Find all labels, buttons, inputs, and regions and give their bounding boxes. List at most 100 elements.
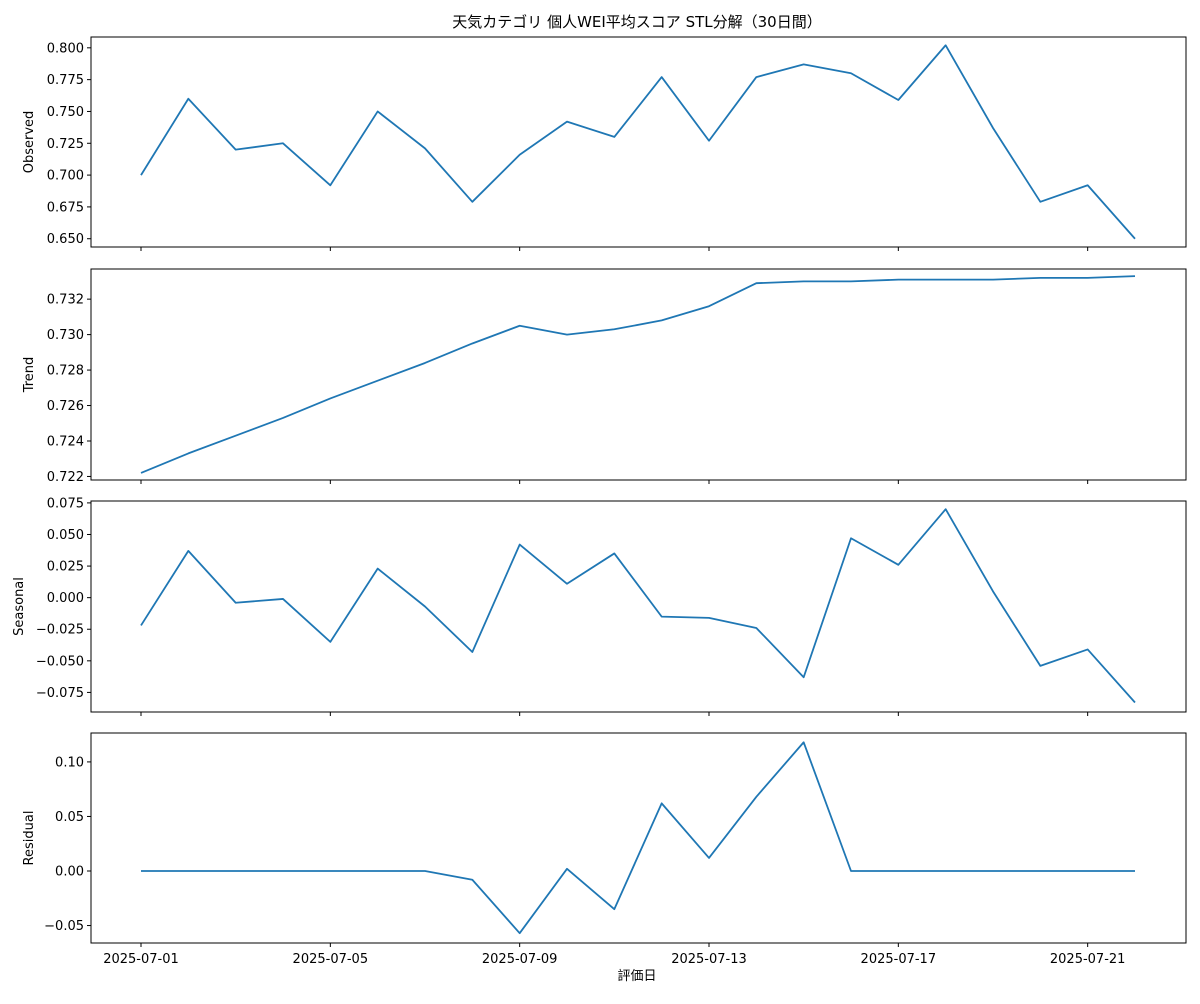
- data-point: [186, 451, 191, 456]
- y-tick-label: 0.775: [47, 73, 84, 88]
- data-point: [328, 639, 333, 644]
- data-point: [1133, 869, 1138, 874]
- y-tick-label: −0.025: [36, 623, 84, 638]
- data-point: [801, 740, 806, 745]
- data-point: [233, 433, 238, 438]
- data-point: [470, 877, 475, 882]
- data-point: [233, 600, 238, 605]
- panel-frame: [90, 36, 1187, 248]
- data-point: [186, 96, 191, 101]
- data-point: [328, 183, 333, 188]
- y-tick-label: 0.05: [55, 810, 84, 825]
- data-point: [612, 134, 617, 139]
- series-line-observed: [140, 44, 1136, 240]
- data-point: [896, 869, 901, 874]
- y-tick-label: 0.800: [47, 41, 84, 56]
- data-point: [1038, 869, 1043, 874]
- data-point: [565, 581, 570, 586]
- panel-residual: −0.05 0.00 0.05 0.10 Residual 2025-07-01 2025-…: [22, 732, 1187, 967]
- data-point: [707, 304, 712, 309]
- data-point: [943, 869, 948, 874]
- y-tick-label: 0.00: [55, 865, 84, 880]
- data-point: [1085, 647, 1090, 652]
- data-point: [896, 277, 901, 282]
- data-point: [659, 318, 664, 323]
- data-point: [659, 75, 664, 80]
- data-point: [281, 415, 286, 420]
- data-point: [754, 794, 759, 799]
- y-axis-title: Residual: [22, 811, 37, 866]
- y-tick-label: 0.730: [47, 328, 84, 343]
- data-point: [423, 146, 428, 151]
- data-point: [1038, 663, 1043, 668]
- data-point: [139, 173, 144, 178]
- y-tick-label: −0.050: [36, 654, 84, 669]
- panel-trend: 0.722 0.724 0.726 0.728 0.730 0.732 Trend: [22, 268, 1187, 485]
- y-tick-label: 0.726: [47, 399, 84, 414]
- x-tick-label: 2025-07-09: [482, 952, 558, 967]
- data-point: [849, 869, 854, 874]
- data-point: [233, 869, 238, 874]
- data-point: [991, 126, 996, 131]
- data-point: [470, 199, 475, 204]
- data-point: [423, 869, 428, 874]
- data-point: [517, 931, 522, 936]
- data-point: [659, 614, 664, 619]
- data-point: [186, 548, 191, 553]
- data-point: [707, 615, 712, 620]
- data-point: [423, 604, 428, 609]
- data-point: [991, 277, 996, 282]
- data-point: [139, 623, 144, 628]
- y-axis-title: Seasonal: [12, 577, 27, 636]
- data-point: [328, 396, 333, 401]
- y-tick-label: 0.722: [47, 470, 84, 485]
- data-point: [375, 109, 380, 114]
- data-point: [612, 327, 617, 332]
- y-tick-label: 0.025: [47, 560, 84, 575]
- data-point: [991, 589, 996, 594]
- data-point: [233, 147, 238, 152]
- data-point: [801, 62, 806, 67]
- data-point: [375, 566, 380, 571]
- data-point: [612, 551, 617, 556]
- x-axis-title: 評価日: [617, 969, 656, 984]
- data-point: [896, 562, 901, 567]
- x-tick-label: 2025-07-13: [671, 952, 747, 967]
- data-point: [707, 855, 712, 860]
- data-point: [281, 596, 286, 601]
- series-line-trend: [140, 275, 1136, 474]
- y-tick-label: 0.650: [47, 232, 84, 247]
- data-point: [612, 907, 617, 912]
- data-point: [1085, 183, 1090, 188]
- data-point: [801, 279, 806, 284]
- data-point: [565, 866, 570, 871]
- data-point: [659, 801, 664, 806]
- data-point: [375, 378, 380, 383]
- data-point: [754, 281, 759, 286]
- data-point: [943, 43, 948, 48]
- y-tick-label: 0.750: [47, 105, 84, 120]
- y-tick-label: −0.05: [44, 919, 84, 934]
- x-tick-label: 2025-07-17: [861, 952, 937, 967]
- y-axis-title: Trend: [22, 357, 37, 394]
- panel-observed: 0.650 0.675 0.700 0.725 0.750 0.775 0.800 Obser…: [22, 36, 1187, 251]
- data-point: [707, 138, 712, 143]
- data-point: [754, 75, 759, 80]
- panel-seasonal: −0.075 −0.050 −0.025 0.000 0.025 0.050 0.075 Se…: [12, 496, 1187, 716]
- data-point: [801, 675, 806, 680]
- data-point: [470, 341, 475, 346]
- data-point: [375, 869, 380, 874]
- data-point: [1133, 700, 1138, 705]
- data-point: [1085, 869, 1090, 874]
- x-tick-label: 2025-07-01: [103, 952, 179, 967]
- data-point: [565, 332, 570, 337]
- data-point: [849, 279, 854, 284]
- x-tick-label: 2025-07-21: [1050, 952, 1126, 967]
- y-tick-label: 0.700: [47, 169, 84, 184]
- data-point: [186, 869, 191, 874]
- data-point: [281, 869, 286, 874]
- panel-frame: [90, 732, 1187, 944]
- data-point: [896, 98, 901, 103]
- y-tick-label: 0.725: [47, 137, 84, 152]
